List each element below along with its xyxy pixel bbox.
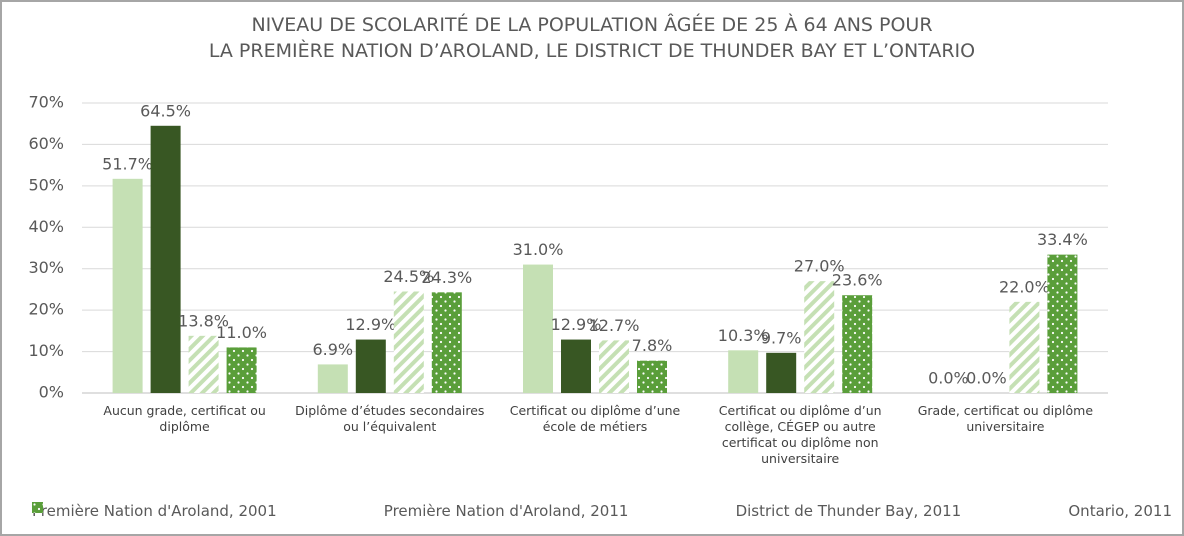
- bar: [1009, 301, 1040, 393]
- bar: [1047, 254, 1078, 393]
- bar: [431, 292, 462, 393]
- data-label: 6.9%: [312, 340, 353, 359]
- legend-swatch: [32, 502, 43, 513]
- bar: [842, 295, 873, 393]
- y-tick-label: 50%: [28, 175, 64, 194]
- data-label: 51.7%: [102, 154, 153, 173]
- data-label: 13.8%: [178, 311, 229, 330]
- y-tick-label: 10%: [28, 341, 64, 360]
- y-tick-label: 0%: [39, 383, 64, 402]
- legend-label: District de Thunder Bay, 2011: [735, 502, 962, 520]
- data-label: 24.5%: [383, 267, 434, 286]
- y-tick-label: 60%: [28, 134, 64, 153]
- data-label: 33.4%: [1037, 230, 1088, 249]
- bar: [355, 339, 386, 393]
- chart-title: NIVEAU DE SCOLARITÉ DE LA POPULATION ÂGÉ…: [251, 14, 933, 36]
- y-tick-label: 20%: [28, 300, 64, 319]
- x-tick-label: Aucun grade, certificat ou diplôme: [103, 403, 266, 434]
- legend-swatch-fill: [32, 502, 43, 513]
- x-tick-label: Certificat ou diplôme d’une école de mét…: [509, 403, 681, 434]
- bar: [393, 291, 424, 393]
- bar: [112, 178, 143, 393]
- data-label: 10.3%: [718, 326, 769, 345]
- data-label: 23.6%: [832, 271, 883, 290]
- bar: [599, 340, 629, 393]
- data-label: 7.8%: [632, 336, 673, 355]
- data-label: 0.0%: [928, 369, 969, 388]
- legend-label: Ontario, 2011: [1068, 502, 1172, 520]
- data-label: 31.0%: [513, 240, 564, 259]
- y-tick-label: 30%: [28, 258, 64, 277]
- bar: [766, 352, 797, 393]
- bar: [561, 339, 591, 393]
- chart-title: LA PREMIÈRE NATION D’AROLAND, LE DISTRIC…: [208, 40, 976, 62]
- data-label: 27.0%: [794, 257, 845, 276]
- bar: [188, 335, 219, 393]
- data-label: 64.5%: [140, 101, 191, 120]
- bar: [523, 264, 553, 393]
- legend-item: Première Nation d'Aroland, 2001: [32, 502, 277, 520]
- x-tick-label: Grade, certificat ou diplôme universitai…: [917, 403, 1094, 434]
- bar: [728, 350, 759, 393]
- bar: [150, 125, 181, 394]
- legend: Première Nation d'Aroland, 2001 Première …: [32, 502, 1172, 520]
- data-label: 12.9%: [551, 315, 602, 334]
- legend-item: Ontario, 2011: [32, 502, 1172, 520]
- data-label: 12.9%: [345, 315, 396, 334]
- y-tick-label: 40%: [28, 217, 64, 236]
- data-label: 0.0%: [966, 369, 1007, 388]
- y-tick-label: 70%: [28, 93, 64, 112]
- data-label: 11.0%: [216, 323, 267, 342]
- legend-item: District de Thunder Bay, 2011: [32, 502, 962, 520]
- legend-item: Première Nation d'Aroland, 2011: [32, 502, 629, 520]
- data-label: 12.7%: [589, 316, 640, 335]
- x-tick-label: Certificat ou diplôme d’un collège, CÉGE…: [718, 403, 882, 466]
- x-tick-label: Diplôme d’études secondaires ou l’équiva…: [295, 403, 485, 434]
- data-label: 24.3%: [421, 268, 472, 287]
- bar: [317, 364, 348, 393]
- bar: [226, 347, 257, 393]
- legend-label: Première Nation d'Aroland, 2011: [383, 502, 629, 520]
- legend-label: Première Nation d'Aroland, 2001: [32, 502, 277, 520]
- bar: [804, 281, 835, 393]
- bar: [637, 360, 667, 393]
- data-label: 22.0%: [999, 277, 1050, 296]
- data-label: 9.7%: [761, 328, 802, 347]
